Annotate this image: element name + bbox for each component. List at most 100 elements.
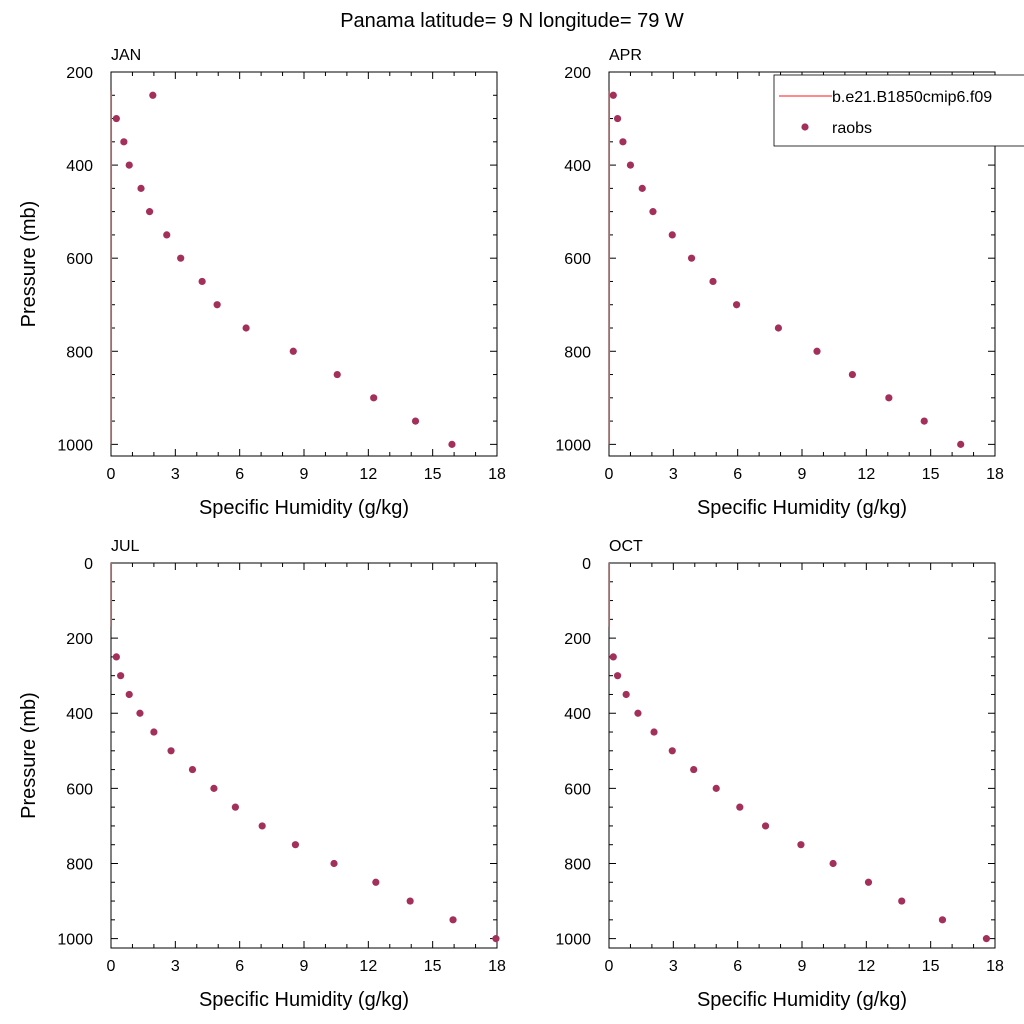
x-tick-label: 3 xyxy=(669,466,678,483)
raobs-point xyxy=(449,916,457,924)
raobs-point xyxy=(732,301,741,309)
x-axis-title: Specific Humidity (g/kg) xyxy=(199,989,409,1011)
raobs-point xyxy=(137,184,145,192)
raobs-point xyxy=(609,653,617,661)
raobs-point xyxy=(638,184,646,192)
y-tick-label: 200 xyxy=(66,65,93,82)
y-tick-label: 800 xyxy=(564,344,591,361)
x-tick-label: 15 xyxy=(922,958,940,975)
raobs-point xyxy=(622,690,630,699)
raobs-point xyxy=(258,822,266,830)
x-tick-label: 15 xyxy=(424,466,442,483)
raobs-point xyxy=(687,254,696,262)
x-tick-label: 18 xyxy=(986,466,1004,483)
raobs-point xyxy=(761,822,770,830)
raobs-point xyxy=(829,859,837,868)
x-tick-label: 18 xyxy=(488,466,506,483)
raobs-point xyxy=(813,347,821,355)
raobs-point xyxy=(613,114,622,123)
y-tick-label: 200 xyxy=(66,631,93,648)
raobs-point xyxy=(712,784,720,792)
figure-title: Panama latitude= 9 N longitude= 79 W xyxy=(340,10,684,32)
y-axis-title: Pressure (mb) xyxy=(18,692,40,819)
raobs-point xyxy=(613,672,622,680)
x-tick-label: 18 xyxy=(488,958,506,975)
raobs-point xyxy=(898,897,906,905)
raobs-point xyxy=(690,765,698,774)
raobs-point xyxy=(163,231,171,239)
x-axis-title: Specific Humidity (g/kg) xyxy=(697,989,907,1011)
y-tick-label: 600 xyxy=(564,781,591,798)
raobs-point xyxy=(289,347,297,355)
x-tick-label: 3 xyxy=(171,466,180,483)
x-tick-label: 6 xyxy=(733,958,742,975)
x-tick-label: 12 xyxy=(857,466,875,483)
y-tick-label: 800 xyxy=(66,856,93,873)
raobs-point xyxy=(957,440,965,448)
x-tick-label: 12 xyxy=(359,958,377,975)
y-tick-label: 800 xyxy=(564,856,591,873)
legend-box xyxy=(773,74,1024,147)
x-tick-label: 0 xyxy=(605,466,614,483)
raobs-point xyxy=(210,784,218,792)
panel-label: OCT xyxy=(609,538,643,555)
raobs-point xyxy=(198,277,206,286)
raobs-point xyxy=(213,301,221,309)
raobs-point xyxy=(372,878,380,886)
raobs-point xyxy=(797,841,805,849)
raobs-point xyxy=(411,417,420,425)
raobs-point xyxy=(938,916,947,924)
x-tick-label: 0 xyxy=(605,958,614,975)
raobs-point xyxy=(736,803,744,811)
legend: b.e21.B1850cmip6.f09 raobs xyxy=(773,74,1024,147)
raobs-point xyxy=(125,690,133,699)
raobs-point xyxy=(167,747,175,755)
raobs-point xyxy=(370,394,378,402)
x-tick-label: 12 xyxy=(857,958,875,975)
y-tick-label: 400 xyxy=(564,706,591,723)
y-tick-label: 600 xyxy=(564,251,591,268)
raobs-point xyxy=(177,254,185,262)
x-tick-label: 6 xyxy=(235,958,244,975)
raobs-point xyxy=(120,138,128,146)
y-tick-label: 400 xyxy=(564,158,591,175)
y-tick-label: 400 xyxy=(66,706,93,723)
panel-oct: 0 3 6 9 12 15 18 0 200 400 600 800 1000 OCT Specific H… xyxy=(555,538,1004,1011)
raobs-point xyxy=(188,765,197,774)
y-tick-label: 0 xyxy=(84,556,93,573)
y-tick-label: 800 xyxy=(66,344,93,361)
x-tick-label: 12 xyxy=(359,466,377,483)
raobs-point xyxy=(448,440,456,448)
raobs-point xyxy=(650,728,658,736)
raobs-point xyxy=(112,653,120,661)
plot-frame xyxy=(110,71,498,457)
raobs-point xyxy=(609,91,617,99)
raobs-point xyxy=(920,417,928,425)
x-axis-title: Specific Humidity (g/kg) xyxy=(199,497,409,519)
legend-marker-swatch xyxy=(801,123,809,131)
raobs-point xyxy=(774,324,783,332)
y-tick-label: 200 xyxy=(564,65,591,82)
raobs-point xyxy=(242,324,250,332)
y-tick-label: 400 xyxy=(66,158,93,175)
legend-label-model: b.e21.B1850cmip6.f09 xyxy=(832,89,992,106)
raobs-point xyxy=(231,803,239,811)
raobs-point xyxy=(492,935,500,943)
x-tick-label: 0 xyxy=(107,958,116,975)
raobs-point xyxy=(150,728,158,736)
panel-label: JAN xyxy=(111,47,141,64)
y-tick-label: 0 xyxy=(582,556,591,573)
legend-label-raobs: raobs xyxy=(832,120,872,137)
raobs-point xyxy=(112,114,120,123)
panel-jan: 0 3 6 9 12 15 18 200 400 600 800 1000 JAN Specific Hu… xyxy=(18,47,506,519)
plot-frame xyxy=(110,562,498,949)
raobs-point xyxy=(848,370,856,379)
x-tick-label: 6 xyxy=(733,466,742,483)
raobs-point xyxy=(291,841,300,849)
x-tick-label: 6 xyxy=(235,466,244,483)
raobs-point xyxy=(125,161,133,169)
y-tick-label: 600 xyxy=(66,781,93,798)
raobs-point xyxy=(982,935,991,943)
plot-frame xyxy=(608,562,996,949)
